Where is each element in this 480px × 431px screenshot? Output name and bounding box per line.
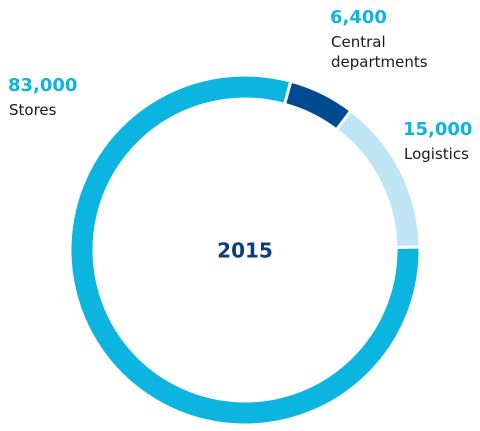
- category-label: Logistics: [404, 145, 469, 163]
- value-label: 6,400: [330, 7, 387, 28]
- donut-segment: [68, 73, 422, 427]
- donut-segment: [334, 108, 422, 249]
- value-label: 15,000: [403, 119, 473, 140]
- category-label: Central departments: [331, 33, 428, 71]
- value-label: 83,000: [8, 75, 78, 96]
- center-label: 2015: [217, 239, 273, 263]
- category-label: Stores: [9, 101, 57, 119]
